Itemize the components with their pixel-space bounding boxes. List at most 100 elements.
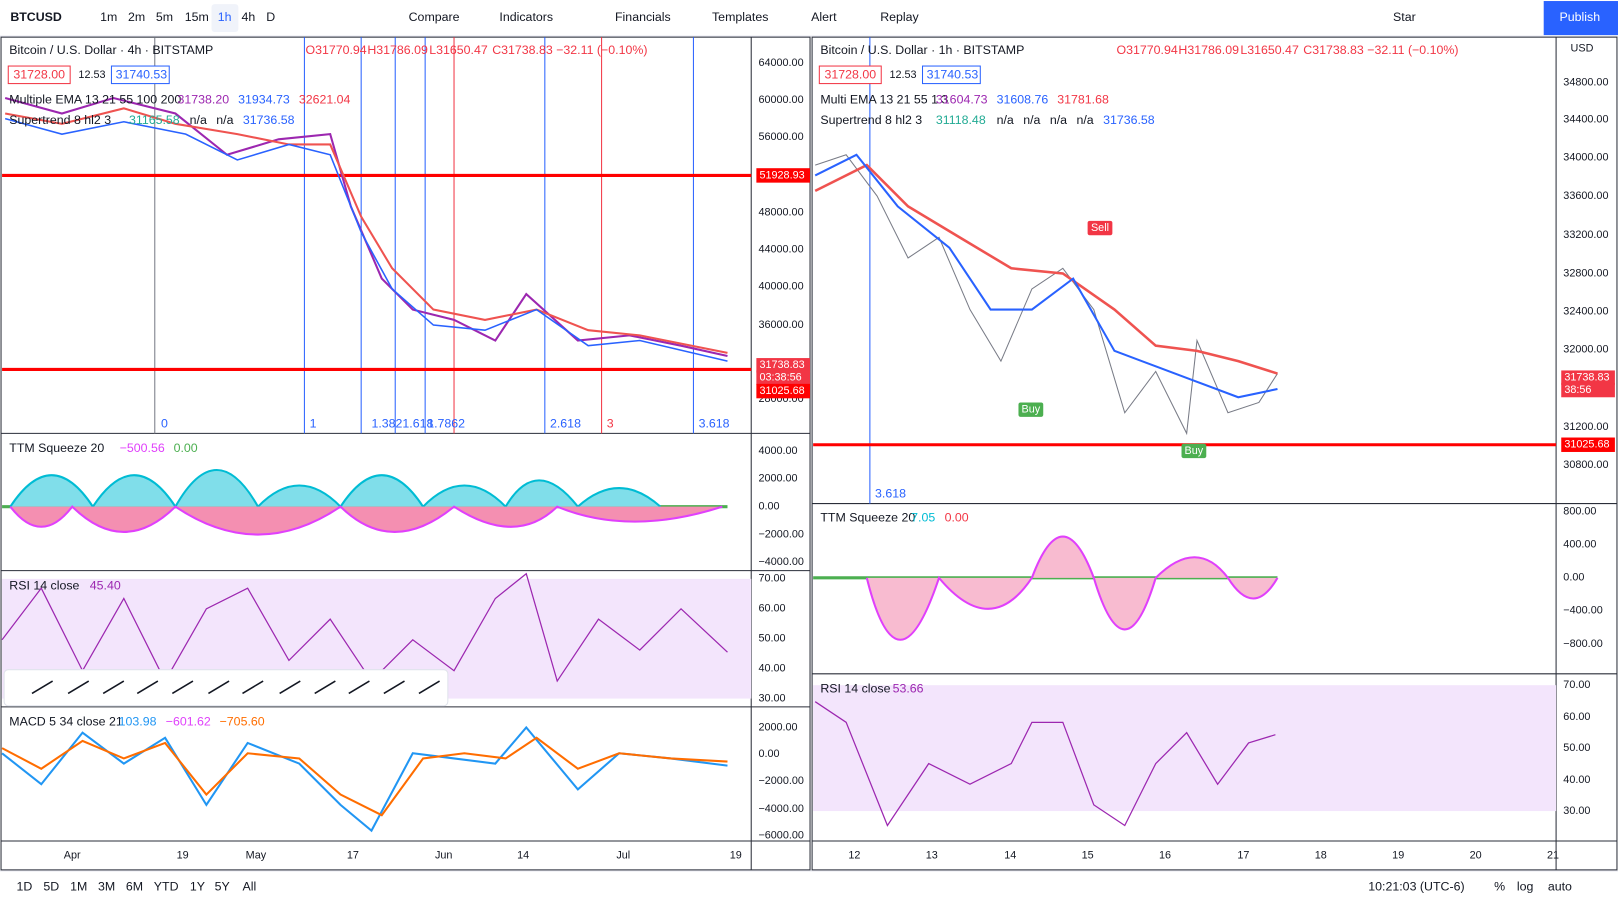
indicator-tick: −4000.00 bbox=[758, 556, 803, 568]
ohlc-value: L31650.47 bbox=[1240, 43, 1299, 57]
range-button[interactable]: 5D bbox=[43, 880, 59, 894]
price-tag: 31025.68 bbox=[759, 385, 804, 397]
study-value: n/a bbox=[1076, 113, 1093, 127]
interval[interactable]: 1h bbox=[218, 10, 232, 24]
tool-button[interactable]: Indicators bbox=[499, 10, 553, 24]
tool-icon[interactable] bbox=[67, 680, 90, 695]
study-value: 31934.73 bbox=[238, 92, 290, 106]
scale-option[interactable]: auto bbox=[1548, 880, 1572, 894]
tool-icon[interactable] bbox=[383, 680, 405, 695]
frames bbox=[0, 35, 1618, 872]
ohlc-value: H31786.09 bbox=[367, 43, 428, 57]
price-tick: 33600.00 bbox=[1563, 190, 1608, 202]
ohlc-value: O31770.94 bbox=[305, 43, 366, 57]
range-button[interactable]: 3M bbox=[98, 880, 115, 894]
study-value: 31736.58 bbox=[1103, 113, 1155, 127]
range-button[interactable]: All bbox=[242, 880, 256, 894]
range-button[interactable]: 5Y bbox=[215, 880, 230, 894]
interval[interactable]: 4h bbox=[241, 10, 255, 24]
tool-icon[interactable] bbox=[418, 680, 440, 695]
ask: 31740.53 bbox=[927, 68, 979, 82]
price-tick: 33200.00 bbox=[1563, 229, 1608, 241]
bid: 31728.00 bbox=[13, 68, 65, 82]
signal: Sell bbox=[1091, 222, 1109, 234]
publish-label[interactable]: Publish bbox=[1560, 10, 1601, 24]
price-tick: 36000.00 bbox=[758, 319, 803, 331]
active-interval-bg bbox=[211, 4, 239, 32]
drawing-toolbar[interactable] bbox=[3, 669, 449, 707]
signal-bg bbox=[1087, 220, 1113, 236]
price-tick: 64000.00 bbox=[758, 57, 803, 69]
indicator-tick: 50.00 bbox=[1563, 742, 1590, 754]
range-button[interactable]: 1D bbox=[17, 880, 33, 894]
range-button[interactable]: YTD bbox=[154, 880, 179, 894]
tool-button[interactable]: Replay bbox=[880, 10, 919, 24]
ohlc-value: −32.11 (−0.10%) bbox=[1367, 43, 1458, 57]
study-name: Supertrend 8 hl2 3 bbox=[9, 113, 111, 127]
tool-icon[interactable] bbox=[171, 680, 194, 695]
range-button[interactable]: 1M bbox=[70, 880, 87, 894]
interval[interactable]: 15m bbox=[185, 10, 209, 24]
price-tag: 31738.83 bbox=[759, 359, 804, 371]
indicator-tick: 0.00 bbox=[1563, 572, 1584, 584]
tool-icon[interactable] bbox=[31, 680, 54, 695]
ohlc-value: C31738.83 bbox=[1303, 43, 1364, 57]
tool-icon[interactable] bbox=[279, 680, 301, 695]
tool-icon[interactable] bbox=[242, 680, 264, 695]
tool-icon[interactable] bbox=[136, 680, 159, 695]
price-tick: 48000.00 bbox=[758, 206, 803, 218]
indicator-tick: 400.00 bbox=[1563, 539, 1596, 551]
interval[interactable]: 1m bbox=[100, 10, 117, 24]
publish-button[interactable] bbox=[1543, 1, 1618, 36]
fib-lines bbox=[154, 37, 871, 504]
price-tick: 32000.00 bbox=[1563, 344, 1608, 356]
range-button[interactable]: 6M bbox=[126, 880, 143, 894]
time-tick: Apr bbox=[64, 849, 81, 861]
time-tick: 12 bbox=[848, 849, 860, 861]
tool-icon[interactable] bbox=[102, 680, 125, 695]
fib-label: 3.618 bbox=[875, 487, 906, 501]
spread: 12.53 bbox=[78, 69, 105, 81]
price-tag-bg bbox=[1561, 370, 1615, 385]
scale-option[interactable]: % bbox=[1494, 880, 1505, 894]
star-button[interactable]: Star bbox=[1393, 10, 1416, 24]
tool-icon[interactable] bbox=[314, 680, 336, 695]
study-value: 32621.04 bbox=[299, 92, 351, 106]
fib-label: 0 bbox=[161, 416, 168, 430]
time-tick: 16 bbox=[1159, 849, 1171, 861]
interval[interactable]: D bbox=[266, 10, 275, 24]
time-tick: 19 bbox=[177, 849, 189, 861]
tool-button[interactable]: Templates bbox=[712, 10, 768, 24]
study-value: 31781.68 bbox=[1057, 92, 1109, 106]
range-button[interactable]: 1Y bbox=[190, 880, 205, 894]
indicator-value: 7.05 bbox=[911, 510, 935, 524]
price-tag-bg bbox=[1561, 382, 1615, 398]
time-tick: 14 bbox=[517, 849, 529, 861]
indicator-tick: 40.00 bbox=[1563, 774, 1590, 786]
interval[interactable]: 5m bbox=[156, 10, 173, 24]
fib-label: 2.618 bbox=[550, 416, 581, 430]
currency: USD bbox=[1571, 42, 1594, 54]
time-tick: 19 bbox=[730, 849, 742, 861]
time-tick: 17 bbox=[347, 849, 359, 861]
indicator-tick: −6000.00 bbox=[758, 830, 803, 842]
symbol[interactable]: BTCUSD bbox=[10, 10, 62, 24]
time-tick: May bbox=[246, 849, 267, 861]
tool-button[interactable]: Financials bbox=[615, 10, 671, 24]
study-value: 31738.20 bbox=[177, 92, 229, 106]
indicator-tick: −2000.00 bbox=[758, 528, 803, 540]
study-name: Multiple EMA 13 21 55 100 200 bbox=[9, 92, 181, 106]
study-value: 31118.48 bbox=[936, 113, 986, 127]
price-tag-bg bbox=[756, 383, 811, 399]
tool-button[interactable]: Compare bbox=[409, 10, 460, 24]
time-tick: Jul bbox=[616, 849, 630, 861]
scale-option[interactable]: log bbox=[1517, 880, 1534, 894]
tool-icon[interactable] bbox=[208, 680, 230, 695]
interval[interactable]: 2m bbox=[128, 10, 145, 24]
tool-icon[interactable] bbox=[348, 680, 370, 695]
fib-label: 1 bbox=[310, 416, 317, 430]
study-value: 31736.58 bbox=[243, 113, 295, 127]
tool-button[interactable]: Alert bbox=[811, 10, 837, 24]
time-tick: 14 bbox=[1004, 849, 1016, 861]
